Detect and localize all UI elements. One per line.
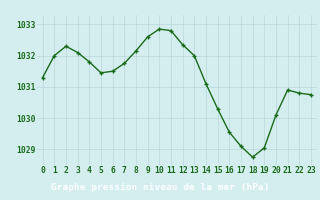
Text: Graphe pression niveau de la mer (hPa): Graphe pression niveau de la mer (hPa) [51,184,269,192]
